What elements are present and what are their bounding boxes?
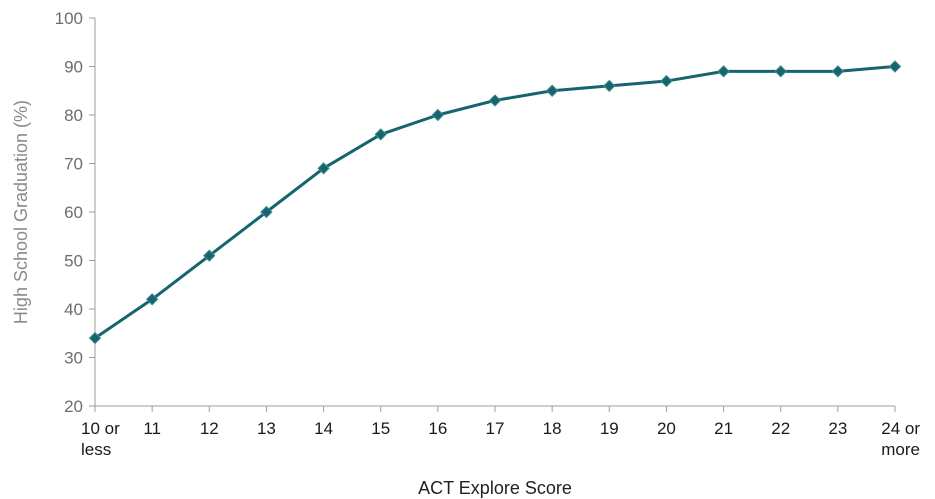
- y-tick-label: 30: [64, 349, 83, 368]
- x-tick-label-line: 10 or: [81, 419, 120, 438]
- x-tick-label-line: 23: [828, 419, 847, 438]
- x-tick-label-line: 17: [486, 419, 505, 438]
- data-point-marker: [145, 293, 159, 306]
- y-tick-label: 40: [64, 300, 83, 319]
- x-tick-label-line: 24 or: [881, 419, 920, 438]
- x-tick-label: 23: [828, 419, 847, 438]
- y-axis-ticks: 20 30 40 50 60 70 80 90 100: [55, 9, 95, 416]
- x-tick-label-line: more: [881, 440, 920, 459]
- y-tick-label: 70: [64, 155, 83, 174]
- x-tick-label: 22: [771, 419, 790, 438]
- x-tick-label-line: 14: [314, 419, 333, 438]
- x-tick-label: 16: [428, 419, 447, 438]
- x-tick-label: 21: [714, 419, 733, 438]
- x-tick-label-line: 19: [600, 419, 619, 438]
- y-tick-label: 50: [64, 252, 83, 271]
- data-point-marker: [317, 162, 330, 175]
- x-tick-label: 24 or more: [881, 419, 920, 459]
- data-point-marker: [888, 60, 902, 73]
- y-tick-label: 80: [64, 106, 83, 125]
- data-point-marker: [545, 84, 559, 97]
- x-tick-label-line: 18: [543, 419, 562, 438]
- data-point-marker: [260, 205, 273, 219]
- data-point-marker: [717, 65, 730, 78]
- data-point-marker: [88, 331, 102, 345]
- y-tick-label: 60: [64, 203, 83, 222]
- x-tick-label: 10 or less: [81, 419, 120, 459]
- x-tick-label-line: 11: [143, 419, 161, 438]
- x-tick-label-line: less: [81, 440, 111, 459]
- x-tick-label-line: 16: [428, 419, 447, 438]
- axes: [94, 18, 895, 407]
- x-tick-label: 17: [486, 419, 505, 438]
- x-axis-ticks: 10 or less 11 12 13 14 15 16 17 18 19 20 21 22 23 24 or…: [81, 406, 920, 459]
- data-point-marker: [488, 94, 502, 107]
- data-point-marker: [374, 128, 387, 141]
- x-tick-label: 15: [371, 419, 390, 438]
- x-tick-label: 20: [657, 419, 676, 438]
- x-tick-label-line: 21: [714, 419, 733, 438]
- data-point-marker: [431, 108, 445, 122]
- x-axis-title: ACT Explore Score: [418, 478, 572, 498]
- x-tick-label: 19: [600, 419, 619, 438]
- x-tick-label-line: 12: [200, 419, 219, 438]
- data-point-marker: [603, 79, 616, 93]
- x-tick-label-line: 15: [371, 419, 390, 438]
- x-tick-label: 14: [314, 419, 333, 438]
- x-tick-label: 18: [543, 419, 562, 438]
- data-point-marker: [203, 249, 216, 262]
- series-layer: [88, 60, 902, 345]
- x-tick-label: 11: [143, 419, 161, 438]
- y-tick-label: 90: [64, 58, 83, 77]
- y-tick-label: 20: [64, 397, 83, 416]
- series-line: [94, 65, 896, 340]
- y-tick-label: 100: [55, 9, 83, 28]
- data-point-marker: [660, 74, 673, 88]
- data-point-marker: [831, 65, 845, 78]
- x-tick-label-line: 20: [657, 419, 676, 438]
- x-tick-label-line: 22: [771, 419, 790, 438]
- x-tick-label: 13: [257, 419, 276, 438]
- x-tick-label-line: 13: [257, 419, 276, 438]
- x-tick-label: 12: [200, 419, 219, 438]
- y-axis-title: High School Graduation (%): [11, 100, 31, 324]
- data-point-marker: [774, 65, 787, 78]
